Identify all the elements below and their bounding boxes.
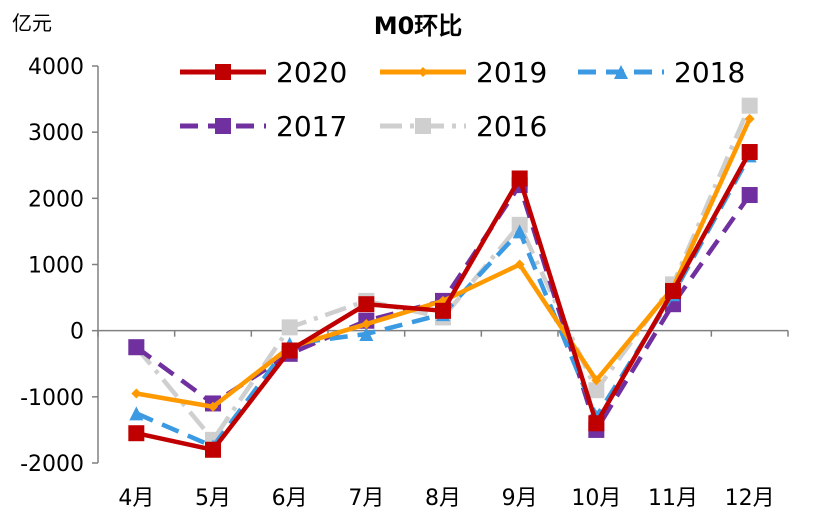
data-point-2019	[514, 259, 525, 270]
y-tick-label: 4000	[28, 55, 84, 80]
legend-marker-2016	[415, 118, 431, 134]
data-point-2018	[512, 224, 527, 239]
data-point-2016	[588, 382, 605, 399]
x-tick-label: 7月	[348, 486, 384, 511]
x-tick-label: 6月	[272, 486, 308, 511]
data-point-2020	[128, 425, 145, 442]
data-point-2020	[511, 170, 528, 187]
data-point-2019	[208, 401, 218, 412]
legend-item-2017: 2017	[180, 110, 347, 143]
data-point-2020	[665, 282, 681, 299]
legend-label-2017: 2017	[276, 110, 347, 143]
legend-label-2016: 2016	[476, 110, 547, 143]
series-line-2016	[134, 104, 752, 443]
series-line-2019	[135, 118, 752, 410]
legend-item-2020: 2020	[180, 56, 347, 89]
y-tick-label: 2000	[28, 187, 84, 212]
data-point-2018	[359, 326, 374, 341]
data-point-2019	[591, 375, 602, 386]
y-tick-label: -2000	[20, 452, 84, 477]
data-point-2020	[741, 144, 758, 161]
series-layer	[128, 97, 758, 458]
series-2019	[131, 113, 755, 412]
series-2016	[128, 97, 758, 448]
data-point-2017	[128, 339, 145, 356]
x-tick-label: 5月	[195, 486, 231, 511]
data-point-2020	[281, 342, 298, 359]
data-point-2016	[741, 97, 758, 114]
x-tick-label: 10月	[571, 486, 621, 511]
legend-marker-2018	[614, 65, 628, 79]
data-point-2020	[588, 415, 605, 432]
legend-marker-2020	[215, 64, 231, 80]
data-point-2017	[741, 187, 758, 204]
legend-item-2018: 2018	[578, 56, 745, 89]
x-tick-label: 12月	[725, 486, 775, 511]
data-point-2020	[358, 296, 375, 313]
legend-item-2016: 2016	[380, 110, 547, 143]
y-tick-label: 0	[70, 320, 84, 345]
legend: 2020 2019 2018 2017 2016	[180, 56, 745, 143]
data-point-2018	[129, 406, 144, 421]
y-axis-unit-label: 亿元	[12, 11, 52, 35]
axes: -2000 -1000 0 1000 2000 3000 4000 4月 5月 6月 7月 8月 9月 1…	[20, 55, 789, 511]
legend-marker-2017	[215, 118, 231, 134]
series-2020	[128, 144, 758, 458]
data-point-2020	[435, 302, 451, 319]
data-point-2019	[744, 113, 755, 124]
x-tick-label: 4月	[118, 486, 154, 511]
legend-label-2020: 2020	[276, 56, 347, 89]
y-tick-label: 1000	[28, 254, 84, 279]
data-point-2020	[205, 441, 221, 458]
data-point-2019	[361, 319, 372, 330]
y-tick-label: 3000	[28, 121, 84, 146]
x-tick-label: 8月	[425, 486, 461, 511]
y-tick-label: -1000	[20, 386, 84, 411]
legend-label-2019: 2019	[476, 56, 547, 89]
data-point-2019	[131, 388, 142, 399]
legend-label-2018: 2018	[674, 56, 745, 89]
x-tick-label: 9月	[502, 486, 538, 511]
legend-marker-2019	[418, 67, 428, 77]
legend-item-2019: 2019	[380, 56, 547, 89]
chart-title: M0环比	[374, 12, 463, 40]
x-tick-label: 11月	[648, 486, 698, 511]
data-point-2016	[281, 319, 298, 336]
